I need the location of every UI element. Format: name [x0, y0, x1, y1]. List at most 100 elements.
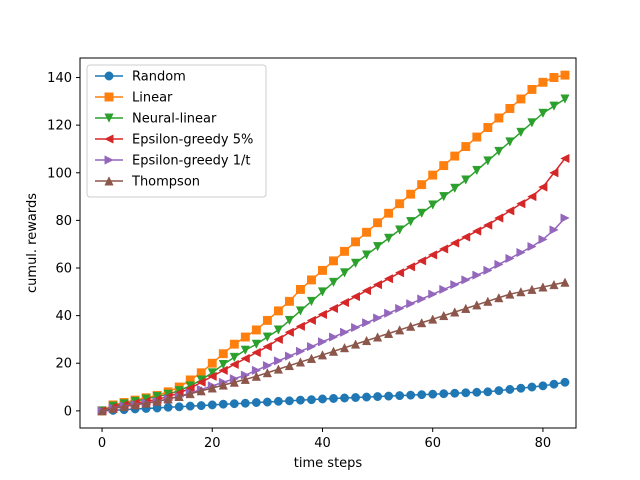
y-tick-label: 80 — [55, 214, 72, 229]
data-point — [328, 303, 338, 314]
data-point — [229, 377, 239, 387]
legend-swatch-marker — [104, 176, 114, 186]
data-point — [251, 398, 261, 407]
data-point — [372, 242, 383, 252]
data-point — [516, 383, 526, 393]
data-point — [207, 383, 217, 393]
data-point — [372, 332, 383, 342]
data-point — [560, 94, 570, 104]
data-point — [406, 321, 416, 331]
axes-frame — [79, 57, 577, 429]
data-point — [295, 395, 305, 405]
data-point — [273, 306, 283, 316]
x-tick-label: 40 — [314, 436, 331, 451]
data-point — [538, 381, 548, 391]
data-point — [461, 303, 471, 313]
data-point — [218, 399, 228, 409]
data-point — [196, 386, 206, 396]
data-point — [307, 395, 316, 405]
data-point — [395, 303, 405, 314]
y-tick-label: 60 — [55, 262, 72, 277]
data-point — [483, 265, 493, 275]
legend-label: Thompson — [131, 175, 200, 190]
data-point — [351, 393, 361, 402]
data-point — [384, 233, 394, 243]
legend-item: Thompson — [95, 175, 200, 190]
data-point — [373, 392, 383, 402]
data-point — [329, 256, 338, 266]
legend-box — [86, 64, 267, 198]
data-point — [439, 310, 449, 321]
data-point — [262, 341, 272, 352]
data-point — [328, 277, 339, 288]
data-point — [505, 206, 515, 216]
data-point — [372, 280, 383, 290]
data-point — [262, 332, 272, 342]
data-point — [483, 123, 493, 132]
data-point — [450, 307, 460, 317]
data-point — [494, 113, 504, 123]
data-point — [318, 337, 328, 347]
data-point — [185, 401, 195, 411]
data-point — [185, 388, 195, 399]
data-point — [549, 73, 559, 82]
legend: Random Linear Neural-linear Epsilon-greedy … — [86, 64, 267, 198]
data-point — [229, 399, 239, 409]
data-point — [273, 325, 284, 335]
data-point — [494, 293, 504, 303]
data-point — [395, 225, 405, 235]
data-point — [427, 250, 438, 260]
data-point — [395, 391, 405, 401]
data-point — [306, 353, 317, 363]
data-point — [284, 327, 294, 337]
data-point — [406, 390, 416, 400]
series-thompson — [97, 277, 570, 416]
data-point — [174, 391, 184, 402]
legend-item: Epsilon-greedy 1/t — [95, 154, 250, 169]
series-epsilon-greedy-1-t — [97, 213, 570, 416]
data-point — [428, 200, 438, 210]
data-point — [417, 208, 427, 218]
data-point — [417, 390, 427, 400]
data-point — [406, 189, 416, 199]
y-tick-label: 120 — [47, 119, 72, 134]
data-point — [350, 339, 361, 349]
data-point — [284, 296, 294, 306]
data-point — [439, 192, 449, 202]
x-tick-label: 60 — [424, 436, 441, 451]
data-point — [251, 325, 261, 335]
data-point — [262, 368, 272, 378]
data-point — [405, 262, 416, 272]
data-point — [384, 391, 394, 401]
data-point — [560, 153, 570, 164]
data-point — [406, 299, 416, 309]
data-point — [472, 387, 482, 397]
data-point — [472, 300, 482, 310]
legend-item: Epsilon-greedy 5% — [95, 133, 253, 148]
data-point — [538, 77, 548, 87]
data-point — [373, 218, 383, 228]
data-point — [505, 289, 515, 299]
legend-item: Linear — [95, 91, 173, 106]
data-point — [527, 191, 537, 202]
data-point — [516, 199, 526, 209]
data-point — [483, 387, 493, 397]
data-point — [395, 199, 405, 209]
data-point — [273, 364, 284, 374]
data-point — [251, 347, 261, 358]
data-point — [174, 402, 184, 412]
data-point — [394, 268, 405, 278]
data-point — [527, 118, 537, 128]
legend-label: Linear — [132, 91, 173, 106]
data-point — [273, 334, 283, 345]
data-point — [406, 217, 416, 227]
data-point — [350, 258, 361, 268]
y-tick-label: 20 — [55, 357, 72, 372]
data-point — [340, 246, 349, 256]
data-point — [516, 287, 526, 297]
data-point — [449, 238, 460, 248]
data-point — [152, 396, 162, 406]
data-point — [560, 70, 570, 80]
data-point — [218, 359, 228, 370]
data-point — [196, 377, 206, 387]
